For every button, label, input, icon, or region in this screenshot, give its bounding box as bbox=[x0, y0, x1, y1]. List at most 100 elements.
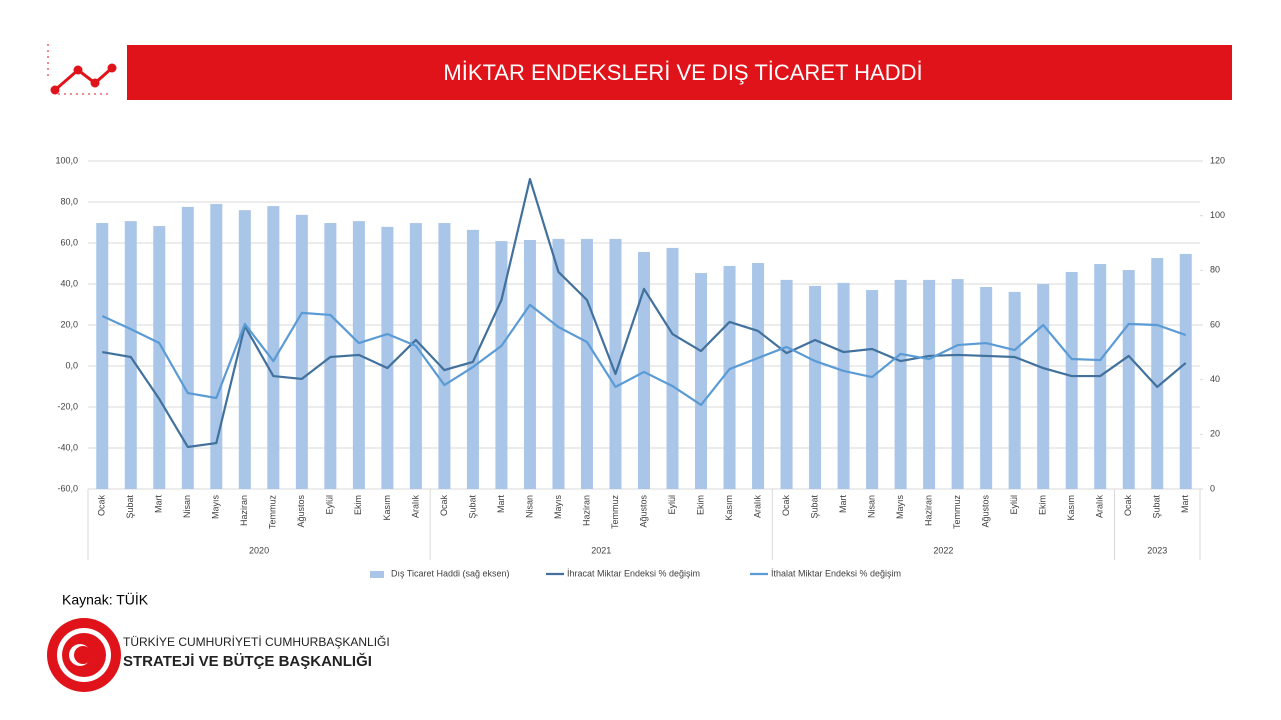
bar bbox=[495, 241, 508, 489]
legend-label: Dış Ticaret Haddi (sağ eksen) bbox=[391, 568, 510, 578]
bar bbox=[381, 226, 394, 489]
x-tick-label: Haziran bbox=[581, 495, 591, 526]
logo bbox=[47, 618, 121, 692]
bar bbox=[923, 279, 936, 489]
bar bbox=[438, 223, 451, 489]
title-bar bbox=[127, 45, 1232, 100]
x-group-label: 2021 bbox=[591, 545, 611, 555]
y-tick-label: -20,0 bbox=[57, 401, 78, 411]
x-tick-label: Ağustos bbox=[638, 495, 648, 528]
bar bbox=[523, 239, 536, 489]
x-group-label: 2020 bbox=[249, 545, 269, 555]
bar bbox=[1122, 270, 1135, 489]
x-tick-label: Mart bbox=[1180, 495, 1190, 513]
y-tick-label: 100,0 bbox=[55, 155, 78, 165]
y-tick-label: 60,0 bbox=[60, 237, 78, 247]
bar bbox=[894, 279, 907, 489]
bar bbox=[409, 223, 422, 489]
bar bbox=[609, 238, 622, 489]
source: Kaynak: TÜİK bbox=[62, 591, 149, 608]
x-tick-label: Mart bbox=[838, 495, 848, 513]
y-tick-label: 80,0 bbox=[60, 196, 78, 206]
x-tick-label: Haziran bbox=[239, 495, 249, 526]
x-tick-label: Şubat bbox=[1152, 495, 1162, 519]
bar bbox=[1037, 284, 1050, 489]
bar bbox=[238, 210, 251, 489]
bar bbox=[951, 279, 964, 489]
org-line2: STRATEJİ VE BÜTÇE BAŞKANLIĞI bbox=[123, 652, 372, 670]
x-tick-label: Mart bbox=[496, 495, 506, 513]
x-tick-label: Ocak bbox=[1123, 495, 1133, 517]
bar bbox=[1065, 271, 1078, 489]
x-group-label: 2023 bbox=[1147, 545, 1167, 555]
legend-label: İhracat Miktar Endeksi % değişim bbox=[567, 568, 700, 578]
x-tick-label: Haziran bbox=[924, 495, 934, 526]
x-group-label: 2022 bbox=[933, 545, 953, 555]
bar bbox=[780, 279, 793, 489]
x-tick-label: Ağustos bbox=[981, 495, 991, 528]
x-tick-label: Kasım bbox=[1066, 495, 1076, 521]
org-line1: TÜRKİYE CUMHURİYETİ CUMHURBAŞKANLIĞI bbox=[123, 634, 390, 649]
y2-tick-label: 120 bbox=[1210, 155, 1225, 165]
bar bbox=[980, 287, 993, 489]
x-tick-label: Nisan bbox=[866, 495, 876, 518]
x-tick-label: Mart bbox=[154, 495, 164, 513]
bar bbox=[809, 285, 822, 489]
y2-tick-label: 0 bbox=[1210, 483, 1215, 493]
y2-tick-label: 40 bbox=[1210, 374, 1220, 384]
y-tick-label: 0,0 bbox=[65, 360, 78, 370]
bar bbox=[666, 247, 679, 489]
y2-tick-label: 100 bbox=[1210, 210, 1225, 220]
x-tick-label: Ocak bbox=[97, 495, 107, 517]
bar bbox=[181, 206, 194, 490]
x-tick-label: Nisan bbox=[182, 495, 192, 518]
bar bbox=[695, 273, 708, 489]
bar bbox=[124, 221, 137, 489]
x-tick-label: Ekim bbox=[353, 495, 363, 515]
x-tick-label: Mayıs bbox=[895, 495, 905, 520]
bar bbox=[752, 262, 765, 489]
bar bbox=[153, 226, 166, 489]
bar bbox=[1179, 253, 1192, 489]
x-tick-label: Kasım bbox=[382, 495, 392, 521]
y2-tick-label: 60 bbox=[1210, 319, 1220, 329]
y-tick-label: 20,0 bbox=[60, 319, 78, 329]
x-tick-label: Aralık bbox=[1095, 495, 1105, 519]
x-tick-label: Nisan bbox=[524, 495, 534, 518]
bar bbox=[295, 214, 308, 489]
x-tick-label: Şubat bbox=[125, 495, 135, 519]
bar bbox=[1151, 258, 1164, 489]
x-tick-label: Eylül bbox=[667, 495, 677, 515]
bar bbox=[723, 265, 736, 489]
x-tick-label: Ekim bbox=[1038, 495, 1048, 515]
x-tick-label: Ağustos bbox=[296, 495, 306, 528]
line bbox=[101, 303, 1187, 407]
x-tick-label: Temmuz bbox=[610, 495, 620, 530]
legend-swatch bbox=[370, 571, 384, 578]
bar bbox=[1008, 291, 1021, 489]
x-tick-label: Temmuz bbox=[268, 495, 278, 530]
y2-tick-label: 20 bbox=[1210, 429, 1220, 439]
x-tick-label: Ocak bbox=[781, 495, 791, 517]
bar bbox=[638, 252, 650, 489]
x-tick-label: Eylül bbox=[1009, 495, 1019, 515]
bar bbox=[267, 206, 280, 489]
x-tick-label: Eylül bbox=[325, 495, 335, 515]
bar bbox=[837, 282, 850, 489]
x-tick-label: Aralık bbox=[410, 495, 420, 519]
x-tick-label: Aralık bbox=[752, 495, 762, 519]
x-tick-label: Mayıs bbox=[211, 495, 221, 520]
x-tick-label: Ekim bbox=[695, 495, 705, 515]
x-tick-label: Ocak bbox=[439, 495, 449, 517]
line bbox=[102, 177, 1187, 449]
y-tick-label: -40,0 bbox=[57, 442, 78, 452]
x-tick-label: Mayıs bbox=[553, 495, 563, 520]
y2-tick-label: 80 bbox=[1210, 265, 1220, 275]
bar bbox=[210, 203, 223, 489]
header-icon bbox=[47, 44, 117, 95]
x-tick-label: Şubat bbox=[467, 495, 477, 519]
x-tick-label: Temmuz bbox=[952, 495, 962, 530]
bar bbox=[96, 223, 109, 489]
y-tick-label: 40,0 bbox=[60, 278, 78, 288]
